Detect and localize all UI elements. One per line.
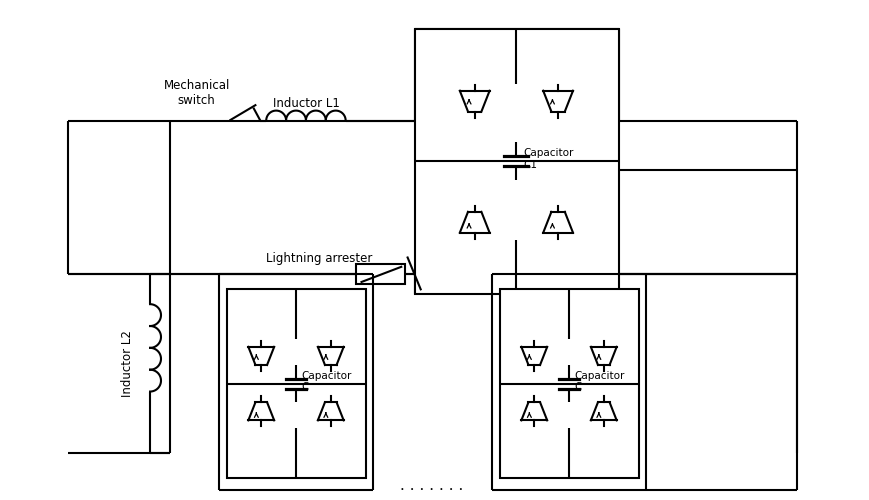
Text: Capacitor
C1: Capacitor C1 [523, 148, 573, 170]
Bar [226, 290, 365, 478]
Text: · · · · · · ·: · · · · · · · [400, 483, 463, 497]
Text: Inductor L1: Inductor L1 [272, 96, 339, 110]
Bar [415, 29, 618, 294]
Text: Inductor L2: Inductor L2 [121, 330, 134, 397]
Text: Capacitor
C: Capacitor C [574, 371, 624, 392]
Bar [355, 264, 405, 284]
Bar [499, 290, 638, 478]
Text: Capacitor
C: Capacitor C [301, 371, 351, 392]
Text: Lightning arrester: Lightning arrester [265, 252, 372, 264]
Text: Mechanical
switch: Mechanical switch [163, 79, 229, 107]
